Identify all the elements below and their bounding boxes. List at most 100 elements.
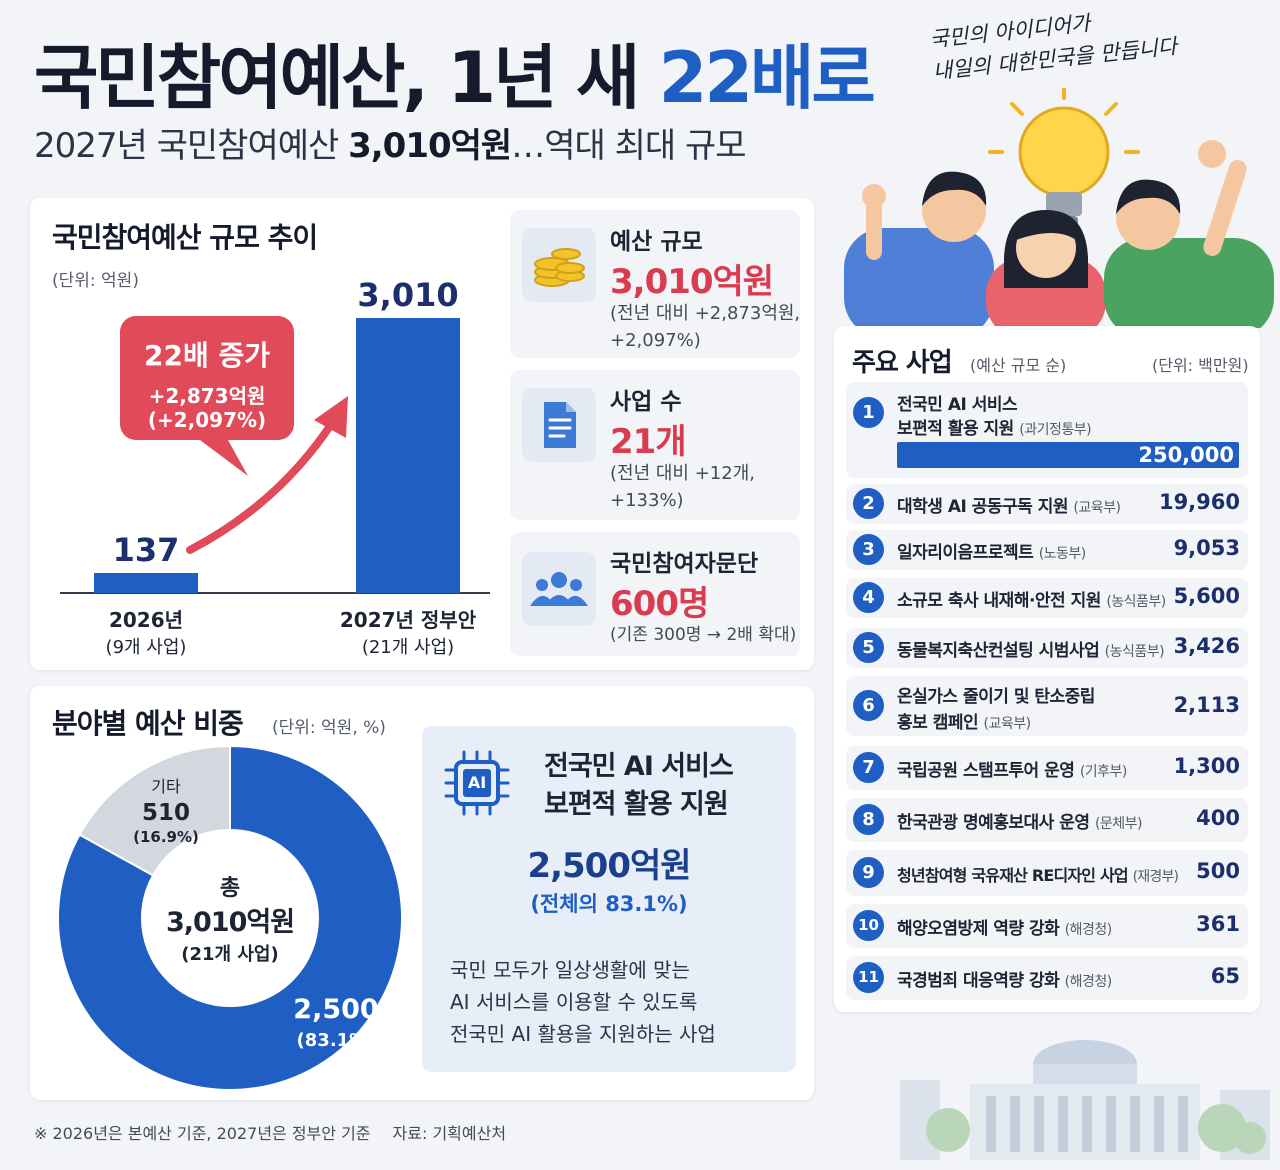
project-value: 65 — [1210, 964, 1240, 988]
footer-note: ※ 2026년은 본예산 기준, 2027년은 정부안 기준 — [34, 1124, 371, 1143]
national-assembly-illustration — [900, 1040, 1270, 1160]
project-row-11: 11 국경범죄 대응역량 강화 (해경청) 65 — [846, 956, 1248, 1000]
project-row-10: 10 해양오염방제 역량 강화 (해경청) 361 — [846, 904, 1248, 948]
growth-bubble-line2: (+2,097%) — [147, 408, 267, 432]
project-rank-badge: 11 — [853, 962, 884, 993]
trend-unit: (단위: 억원) — [52, 271, 139, 291]
stat-projects-note: (전년 대비 +12개, +133%) — [610, 463, 755, 511]
people-icon — [522, 552, 596, 626]
project-name: 일자리이음프로젝트 (노동부) — [897, 543, 1086, 563]
project-name: 국경범죄 대응역량 강화 (해경청) — [897, 971, 1112, 991]
project-rank-badge: 4 — [853, 582, 884, 613]
donut-slice-1-value: 2,500 — [293, 994, 378, 1025]
project-row-5: 5 동물복지축산컨설팅 시범사업 (농식품부) 3,426 — [846, 628, 1248, 668]
project-value: 361 — [1196, 912, 1240, 936]
projects-order: (예산 규모 순) — [970, 356, 1067, 375]
projects-unit: (단위: 백만원) — [1152, 356, 1249, 375]
ai-highlight-panel: AI 전국민 AI 서비스 보편적 활용 지원 2,500억원 (전체의 83.… — [422, 726, 796, 1072]
project-name: 청년참여형 국유재산 RE디자인 사업 (재경부) — [897, 866, 1179, 885]
ai-desc-line2: AI 서비스를 이용할 수 있도록 — [450, 990, 698, 1014]
project-value: 400 — [1196, 806, 1240, 830]
trend-bar-chart: 137 2026년 (9개 사업) 3,010 2027년 정부안 (21개 사업) — [60, 276, 490, 658]
trend-title: 국민참여예산 규모 추이 — [52, 221, 318, 254]
person-right — [1104, 140, 1274, 328]
project-row-9: 9 청년참여형 국유재산 RE디자인 사업 (재경부) 500 — [846, 850, 1248, 896]
sector-card: 분야별 예산 비중 (단위: 억원, %) 2,500 (83.1%) 기타 510 (… — [30, 686, 814, 1100]
sector-title: 분야별 예산 비중 — [52, 707, 244, 740]
stat-projects: 사업 수 21개 (전년 대비 +12개, +133%) — [510, 370, 800, 520]
stat-advisors: 국민참여자문단 600명 (기존 300명 → 2배 확대) — [510, 532, 800, 656]
project-row-8: 8 한국관광 명예홍보대사 운영 (문체부) 400 — [846, 798, 1248, 842]
ai-title-line1: 전국민 AI 서비스 — [544, 751, 734, 782]
growth-bubble-line1: +2,873억원 — [148, 384, 266, 408]
project-rank-badge: 3 — [853, 534, 884, 565]
project-name: 국립공원 스탬프투어 운영 (기후부) — [897, 761, 1127, 781]
person-left — [844, 171, 994, 328]
projects-title: 주요 사업 — [852, 348, 953, 378]
project-rank-badge: 6 — [853, 690, 884, 721]
project-rank-badge: 1 — [853, 397, 884, 428]
donut-slice-2-percent: (16.9%) — [133, 828, 199, 846]
title-highlight: 22배로 — [658, 37, 876, 119]
project-value: 5,600 — [1173, 584, 1240, 608]
project-rank-badge: 5 — [853, 632, 884, 663]
stat-budget-note: (전년 대비 +2,873억원, +2,097%) — [610, 303, 801, 351]
trend-card: 국민참여예산 규모 추이 (단위: 억원) 137 2026년 (9개 사업) 3,0… — [30, 198, 814, 670]
bar-category-sublabel: (9개 사업) — [106, 637, 187, 658]
donut-center-total: 총 — [219, 876, 241, 901]
project-name-line2: 홍보 캠페인 (교육부) — [897, 713, 1031, 733]
footer-source: 자료: 기획예산처 — [392, 1124, 507, 1143]
project-row-1: 1 전국민 AI 서비스 보편적 활용 지원 (과기정통부) 250,000 — [846, 382, 1248, 478]
growth-arrow-head — [314, 396, 348, 438]
stat-budget: 예산 규모 3,010억원 (전년 대비 +2,873억원, +2,097%) — [510, 210, 800, 358]
person-middle — [986, 210, 1106, 328]
project-rank-badge: 9 — [853, 857, 884, 888]
ai-chip-icon: AI — [442, 748, 512, 818]
sector-unit: (단위: 억원, %) — [272, 718, 386, 738]
project-value: 3,426 — [1173, 634, 1240, 658]
project-row-6: 6 온실가스 줄이기 및 탄소중립 홍보 캠페인 (교육부) 2,113 — [846, 676, 1248, 736]
stat-budget-value: 3,010억원 — [610, 262, 774, 302]
document-icon — [522, 388, 596, 462]
project-value: 2,113 — [1173, 693, 1240, 717]
project-row-2: 2 대학생 AI 공동구독 지원 (교육부) 19,960 — [846, 484, 1248, 524]
project-name: 소규모 축사 내재해·안전 지원 (농식품부) — [897, 591, 1166, 611]
bar-value-label: 3,010 — [357, 276, 458, 314]
project-name: 한국관광 명예홍보대사 운영 (문체부) — [897, 813, 1143, 833]
growth-arrow — [186, 416, 338, 554]
donut-slice-1 — [57, 744, 403, 1091]
stat-advisors-value: 600명 — [610, 584, 709, 624]
stat-advisors-note: (기존 300명 → 2배 확대) — [610, 625, 797, 645]
bar-category-label: 2027년 정부안 — [340, 608, 477, 632]
project-rank-badge: 10 — [853, 910, 884, 941]
donut-slice-2 — [78, 744, 231, 877]
project-name: 동물복지축산컨설팅 시범사업 (농식품부) — [897, 641, 1165, 661]
project-1-bar — [897, 442, 1239, 468]
project-name: 대학생 AI 공동구독 지원 (교육부) — [897, 497, 1121, 517]
project-rank-badge: 2 — [853, 488, 884, 519]
ai-chip-label: AI — [467, 773, 487, 792]
people-illustration — [844, 88, 1274, 328]
ai-budget-share: (전체의 83.1%) — [530, 892, 688, 916]
bar-category-label: 2026년 — [109, 608, 183, 632]
footer: ※ 2026년은 본예산 기준, 2027년은 정부안 기준 자료: 기획예산처 — [34, 1120, 506, 1144]
project-value: 9,053 — [1173, 536, 1240, 560]
growth-bubble — [120, 316, 294, 476]
project-row-3: 3 일자리이음프로젝트 (노동부) 9,053 — [846, 530, 1248, 570]
ai-budget-value: 2,500억원 — [527, 846, 691, 886]
page-title: 국민참여예산, 1년 새 22배로 — [34, 37, 876, 119]
ai-title-line2: 보편적 활용 지원 — [544, 789, 729, 820]
page-subtitle: 2027년 국민참여예산 3,010억원…역대 최대 규모 — [34, 126, 747, 166]
project-rank-badge: 8 — [853, 804, 884, 835]
project-value: 19,960 — [1158, 490, 1240, 514]
project-name: 전국민 AI 서비스 — [897, 395, 1018, 415]
sector-donut-chart: 2,500 (83.1%) 기타 510 (16.9%) — [57, 744, 403, 1091]
donut-center-value: 3,010억원 — [165, 907, 295, 938]
ai-desc-line1: 국민 모두가 일상생활에 맞는 — [450, 958, 690, 982]
project-value: 1,300 — [1173, 754, 1240, 778]
bar-1 — [94, 573, 198, 593]
lightbulb-icon — [988, 88, 1140, 226]
project-row-7: 7 국립공원 스탬프투어 운영 (기후부) 1,300 — [846, 746, 1248, 790]
bar-category-sublabel: (21개 사업) — [362, 637, 454, 658]
stat-projects-label: 사업 수 — [610, 389, 682, 415]
